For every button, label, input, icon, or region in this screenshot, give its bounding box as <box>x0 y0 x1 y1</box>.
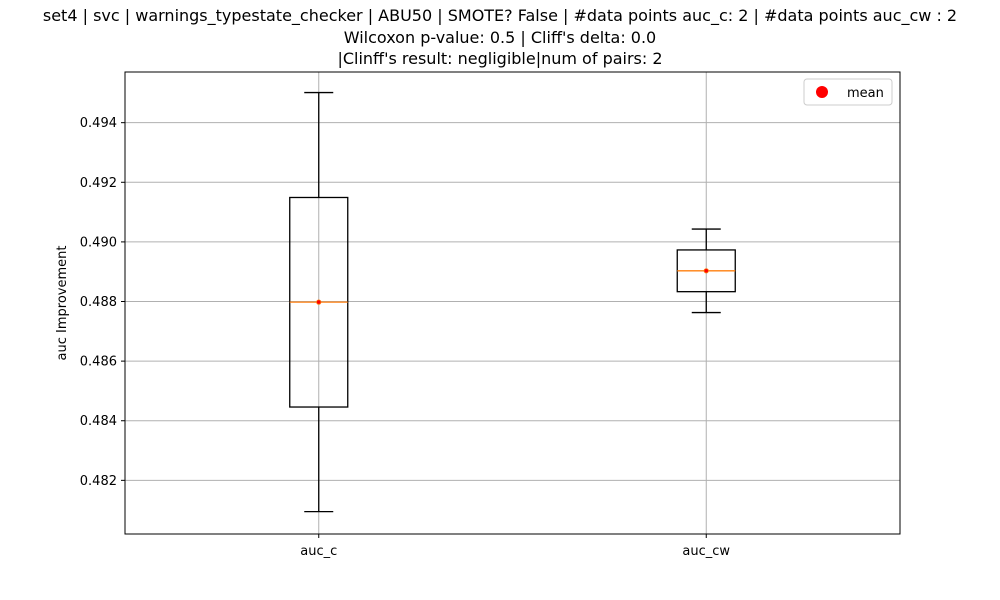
y-tick-label: 0.482 <box>80 474 117 489</box>
y-tick-label: 0.494 <box>80 116 117 131</box>
mean-marker <box>316 299 322 305</box>
legend-box <box>803 78 893 106</box>
mean-marker <box>703 268 709 274</box>
chart-title-line-2: Wilcoxon p-value: 0.5 | Cliff's delta: 0… <box>343 28 657 47</box>
grid-lines <box>125 72 900 534</box>
x-tick-label: auc_c <box>300 544 337 559</box>
y-tick-label: 0.486 <box>80 355 117 370</box>
x-tick-label: auc_cw <box>682 544 730 559</box>
legend: mean <box>803 78 893 106</box>
box-auc_c <box>289 91 349 513</box>
axes: 0.482 0.484 0.486 0.488 0.490 0.492 0.494 auc_c… <box>80 71 901 559</box>
y-axis-label: auc Improvement <box>55 246 70 361</box>
chart-title-line-3: |Clinff's result: negligible|num of pair… <box>337 49 663 68</box>
y-tick-label: 0.484 <box>80 414 117 429</box>
chart-title-line-1: set4 | svc | warnings_typestate_checker … <box>42 6 958 25</box>
y-tick-label: 0.488 <box>80 295 117 310</box>
legend-mean-marker <box>816 86 828 98</box>
y-tick-label: 0.492 <box>80 176 117 191</box>
legend-label: mean <box>847 86 884 101</box>
y-tick-label: 0.490 <box>80 235 117 250</box>
plot-frame <box>124 71 901 535</box>
box-series <box>289 91 736 513</box>
box-auc_cw <box>676 228 736 314</box>
